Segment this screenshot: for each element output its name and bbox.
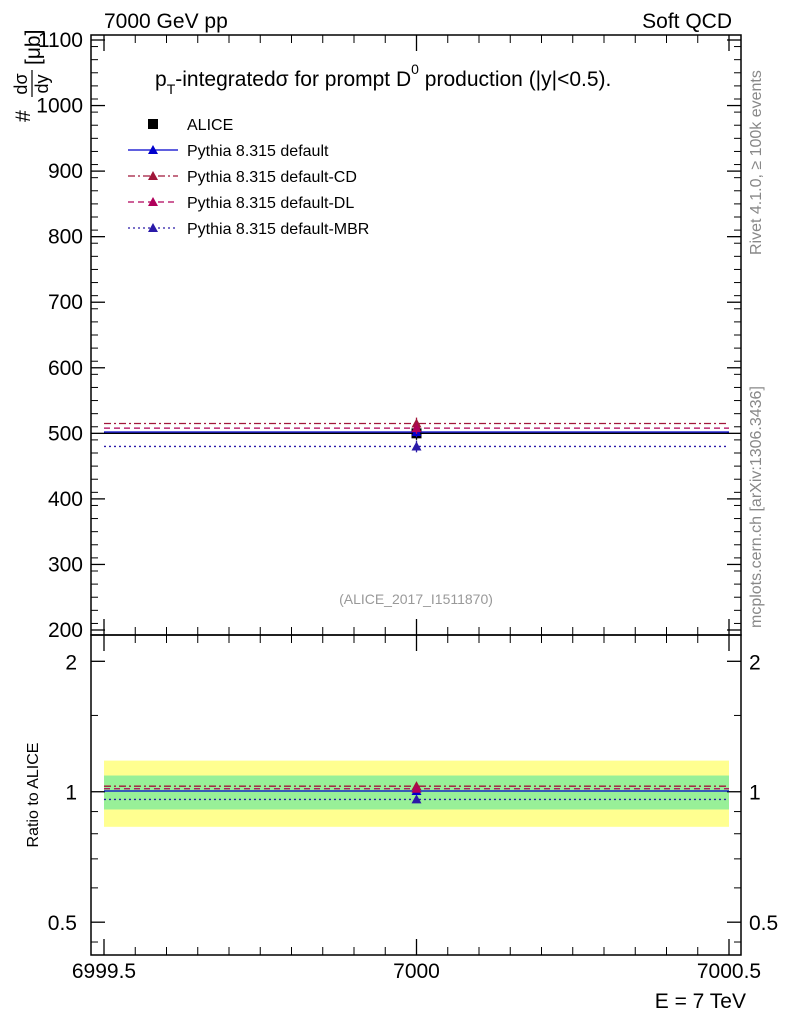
- legend-entry: Pythia 8.315 default-DL: [128, 195, 354, 212]
- x-tick-label: 6999.5: [72, 960, 136, 983]
- ratio-tick-label-left: 2: [65, 651, 77, 674]
- legend: ALICE Pythia 8.315 default Pythia 8.315 de…: [128, 117, 369, 238]
- y-tick-label: 700: [48, 291, 83, 314]
- title-mid: -integratedσ for prompt D: [175, 68, 411, 91]
- y-tick-label: 200: [48, 619, 83, 642]
- y-axis-label: # dσ dy [μb]: [11, 30, 52, 122]
- y-tick-label: 400: [48, 488, 83, 511]
- x-tick-label: 7000: [393, 960, 440, 983]
- ratio-series-pythia-8-315-default-dl: [104, 783, 729, 793]
- title-sup: 0: [411, 61, 419, 77]
- title-sub: T: [167, 81, 176, 97]
- ratio-tick-label-left: 0.5: [48, 912, 77, 935]
- header-right: Soft QCD: [642, 10, 732, 33]
- header-left: 7000 GeV pp: [104, 10, 228, 33]
- series-pythia-8-315-default-mbr: [104, 440, 729, 453]
- legend-marker: [148, 223, 158, 232]
- ratio-series: [104, 781, 729, 804]
- legend-marker: [148, 197, 158, 206]
- legend-entry: Pythia 8.315 default-MBR: [128, 221, 369, 238]
- legend-label: Pythia 8.315 default-MBR: [187, 221, 369, 238]
- legend-entry: Pythia 8.315 default: [128, 143, 329, 160]
- main-y-ticks: 200 300 400 500 600 700 800 900 1000 1100: [36, 29, 741, 642]
- data-point-marker: [411, 423, 422, 433]
- y-tick-label: 1000: [36, 95, 83, 118]
- title-tail: production (|y|<0.5).: [419, 68, 611, 91]
- ylabel-unit: [μb]: [22, 30, 45, 65]
- ratio-point-marker: [411, 783, 422, 793]
- x-ticks: 6999.5 7000 7000.5: [72, 35, 761, 983]
- ratio-tick-label-right: 0.5: [749, 912, 778, 935]
- x-axis-label: E = 7 TeV: [655, 990, 746, 1013]
- ratio-series-pythia-8-315-default-mbr: [104, 794, 729, 804]
- ratio-point-marker: [411, 794, 422, 804]
- legend-marker: [148, 119, 158, 129]
- y-tick-label: 600: [48, 357, 83, 380]
- analysis-watermark: (ALICE_2017_I1511870): [339, 591, 493, 607]
- ratio-tick-label-right: 2: [749, 651, 761, 674]
- y-tick-label: 900: [48, 160, 83, 183]
- ylabel-den: dy: [32, 74, 52, 93]
- rivet-note: Rivet 4.1.0, ≥ 100k events: [748, 70, 765, 255]
- legend-label: Pythia 8.315 default-CD: [187, 169, 357, 186]
- y-tick-label: 800: [48, 226, 83, 249]
- y-tick-label: 300: [48, 553, 83, 576]
- title-p: p: [155, 68, 167, 91]
- chart-title: pT-integratedσ for prompt D0 production …: [155, 61, 611, 97]
- ylabel-hash: #: [12, 110, 35, 122]
- legend-label: Pythia 8.315 default: [187, 143, 329, 160]
- series-pythia-8-315-default-dl: [104, 422, 729, 434]
- ratio-y-ticks: 0.5 0.5 1 1 2 2: [48, 651, 778, 943]
- ylabel-num: dσ: [11, 73, 31, 94]
- y-tick-label: 500: [48, 422, 83, 445]
- y-tick-label: 1100: [38, 29, 83, 52]
- x-tick-label: 7000.5: [697, 960, 761, 983]
- legend-entry: Pythia 8.315 default-CD: [128, 169, 357, 186]
- ratio-tick-label-right: 1: [749, 782, 761, 805]
- mcplots-note: mcplots.cern.ch [arXiv:1306.3436]: [748, 386, 765, 628]
- legend-label: ALICE: [187, 117, 233, 134]
- data-point-marker: [411, 441, 422, 451]
- ratio-tick-label-left: 1: [65, 782, 77, 805]
- main-series: [104, 417, 729, 453]
- legend-marker: [148, 171, 158, 180]
- ratio-y-axis-label: Ratio to ALICE: [25, 743, 42, 848]
- legend-label: Pythia 8.315 default-DL: [187, 195, 354, 212]
- legend-entry: ALICE: [148, 117, 233, 134]
- legend-marker: [148, 145, 158, 154]
